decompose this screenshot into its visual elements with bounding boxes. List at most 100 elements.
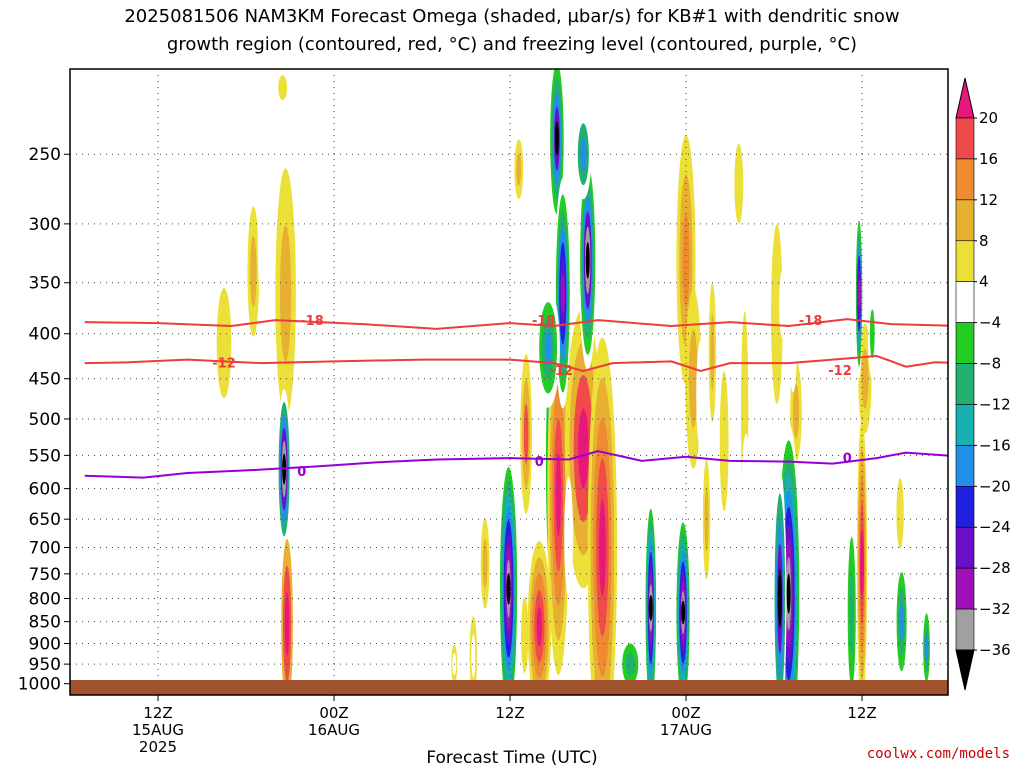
omega-cell-55-0: [730, 80, 744, 131]
colorbar-label-9: −20: [979, 477, 1011, 495]
colorbar-label-0: 20: [979, 109, 998, 127]
colorbar-swatch-8: [955, 445, 975, 487]
colorbar-label-1: 16: [979, 150, 998, 168]
omega-cell-60-9: [786, 573, 791, 614]
colorbar-swatch-7: [955, 404, 975, 446]
contour-label-7: 0: [535, 455, 544, 470]
colorbar-swatch-6: [955, 363, 975, 405]
omega-cell-70-3: [899, 603, 904, 641]
omega-cell-36-9: [648, 594, 653, 621]
colorbar-label-2: 12: [979, 191, 998, 209]
omega-cell-2-0: [278, 75, 288, 101]
omega-cell-1-0: [193, 90, 205, 171]
omega-cell-57-0: [696, 340, 706, 451]
colorbar-swatch-9: [955, 486, 975, 528]
colorbar-bottom-arrow: [955, 649, 975, 691]
colorbar-label-5: −4: [979, 314, 1001, 332]
colorbar-swatch-3: [955, 240, 975, 282]
contour-0-2: [84, 450, 948, 479]
chart-title-line-2: growth region (contoured, red, °C) and f…: [166, 34, 858, 55]
omega-cell-53-0: [779, 268, 787, 339]
colorbar-label-6: −8: [979, 355, 1001, 373]
contour-label-8: 0: [843, 451, 852, 466]
omega-cell-22-1: [521, 596, 529, 674]
y-tick-label-300: 300: [29, 215, 61, 235]
omega-cell-10-0: [358, 468, 368, 509]
colorbar-label-8: −16: [979, 436, 1011, 454]
x-tick-label-12-2: 2025: [139, 738, 177, 756]
x-axis-label: Forecast Time (UTC): [426, 748, 598, 768]
omega-cell-69-0: [877, 409, 885, 630]
y-tick-label-500: 500: [29, 410, 61, 430]
omega-cell-12-0: [143, 558, 150, 649]
colorbar-label-12: −32: [979, 600, 1011, 618]
y-tick-label-650: 650: [29, 510, 61, 530]
omega-cell-9-0: [226, 404, 236, 485]
colorbar-label-4: 4: [979, 273, 989, 291]
contour-m18-0: [84, 318, 948, 330]
omega-cell-45-0: [707, 612, 715, 683]
omega-cell-16-0: [464, 434, 474, 505]
omega-cell-19-1: [471, 634, 476, 678]
colorbar-swatch-10: [955, 526, 975, 569]
omega-cell-38-0: [655, 277, 667, 498]
y-tick-label-700: 700: [29, 538, 61, 558]
omega-cell-13-0: [172, 548, 182, 659]
pressure-axis: 2503003504004505005506006507007508008509…: [18, 145, 70, 695]
x-tick-label-12-0: 12Z: [143, 704, 172, 722]
x-tick-label-60-0: 12Z: [847, 704, 876, 722]
colorbar-label-3: 8: [979, 232, 989, 250]
contour-m12-1: [84, 354, 948, 373]
colorbar-swatch-5: [955, 322, 975, 364]
colorbar-swatch-2: [955, 199, 975, 242]
omega-cell-39-9: [681, 600, 686, 625]
omega-cell-71-0: [896, 478, 904, 549]
omega-cell-30-0: [564, 476, 574, 597]
omega-cell-63-2: [849, 571, 854, 654]
omega-cell-14-0: [213, 621, 220, 682]
contour-label-4: -12: [550, 364, 574, 379]
x-tick-label-24-1: 16AUG: [308, 721, 360, 739]
grid-lines: [70, 69, 948, 695]
omega-cell-66-6: [857, 279, 862, 308]
omega-cell-6-0: [216, 288, 232, 399]
y-tick-label-850: 850: [29, 613, 61, 633]
omega-cell-17-0: [436, 573, 446, 624]
omega-cell-47-0: [719, 371, 729, 512]
contour-label-2: -18: [799, 314, 823, 329]
y-tick-label-600: 600: [29, 480, 61, 500]
omega-cell-64-4: [860, 530, 864, 597]
omega-cell-51-0: [771, 224, 783, 405]
colorbar-label-13: −36: [979, 641, 1011, 659]
omega-cell-40-0: [676, 410, 684, 501]
omega-cell-54-0: [789, 312, 797, 393]
omega-cell-31-5: [554, 121, 559, 157]
omega-cell-29-4: [599, 499, 606, 596]
contour-label-5: -12: [828, 364, 852, 379]
contour-label-3: -12: [212, 356, 236, 371]
colorbar-swatch-0: [955, 117, 975, 160]
omega-cell-50-0: [741, 433, 751, 544]
omega-cell-73-3: [924, 634, 929, 661]
y-tick-label-550: 550: [29, 446, 61, 466]
y-tick-label-350: 350: [29, 274, 61, 294]
omega-cell-72-0: [927, 129, 932, 180]
colorbar-label-11: −28: [979, 559, 1011, 577]
omega-cell-59-0: [809, 335, 827, 695]
y-tick-label-800: 800: [29, 589, 61, 609]
omega-cell-24-1: [516, 152, 522, 186]
omega-cell-61-4: [777, 568, 782, 629]
omega-cell-65-1: [861, 348, 869, 409]
omega-cell-3-1: [280, 225, 292, 362]
omega-cell-8-0: [257, 161, 267, 312]
omega-cell-58-0: [813, 69, 835, 133]
colorbar-swatch-1: [955, 158, 975, 201]
omega-cell-56-0: [726, 248, 734, 329]
omega-cell-52-1: [792, 383, 800, 439]
omega-cell-34-2: [580, 137, 587, 172]
colorbar-swatch-4: [955, 281, 975, 323]
ground-surface: [70, 680, 948, 695]
temperature-contours: [84, 318, 948, 479]
